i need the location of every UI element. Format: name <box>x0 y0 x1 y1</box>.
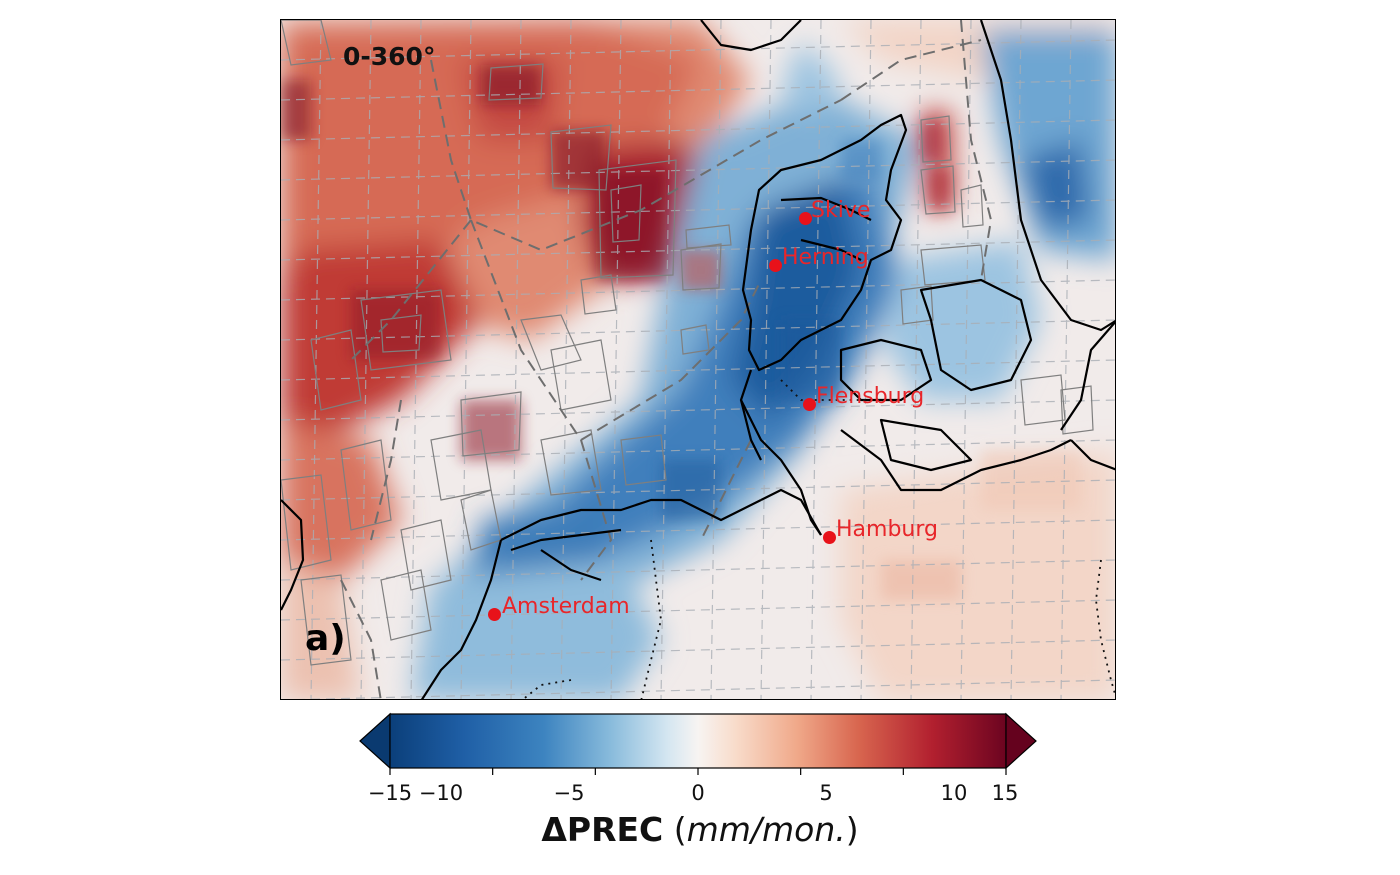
city-label-herning: Herning <box>782 245 869 270</box>
colorbar-title: ΔPREC (mm/mon.) <box>541 810 859 849</box>
city-label-flensburg: Flensburg <box>816 384 925 409</box>
sector-label: 0-360° <box>343 42 436 71</box>
city-marker-hamburg <box>823 531 836 544</box>
colorbar-tick-label: 0 <box>691 781 705 805</box>
city-label-amsterdam: Amsterdam <box>502 594 630 619</box>
panel-label: a) <box>305 618 346 659</box>
city-marker-skive <box>799 212 812 225</box>
city-marker-flensburg <box>803 398 816 411</box>
colorbar-tick-label: −5 <box>553 781 585 805</box>
city-marker-herning <box>769 259 782 272</box>
city-label-skive: Skive <box>811 198 871 223</box>
land-borders <box>522 379 1115 699</box>
colorbar-tick-label: 5 <box>819 781 833 805</box>
colorbar-tick-label: −15 <box>367 781 413 805</box>
colorbar-max-extend <box>1005 712 1037 770</box>
colorbar-tick-label: 10 <box>940 781 968 805</box>
offshore-areas <box>281 20 1094 666</box>
colorbar-ticks <box>389 768 1007 775</box>
colorbar-min-extend <box>359 712 391 770</box>
graticule <box>281 20 1115 699</box>
colorbar-title-units: mm/mon. <box>686 810 846 849</box>
colorbar <box>359 712 1037 775</box>
colorbar-tick-label: 15 <box>991 781 1019 805</box>
colorbar-tick-label: −10 <box>418 781 464 805</box>
city-marker-amsterdam <box>488 608 501 621</box>
colorbar-gradient <box>389 713 1007 769</box>
coastlines <box>281 20 1115 699</box>
precipitation-map <box>281 20 1115 699</box>
city-label-hamburg: Hamburg <box>836 517 938 542</box>
maritime-borders <box>340 20 993 699</box>
map-panel: 0-360° a) Skive Herning Flensburg Hambur… <box>280 19 1116 700</box>
colorbar-title-symbol: ΔPREC <box>541 810 664 849</box>
anomaly-field <box>281 20 1115 699</box>
